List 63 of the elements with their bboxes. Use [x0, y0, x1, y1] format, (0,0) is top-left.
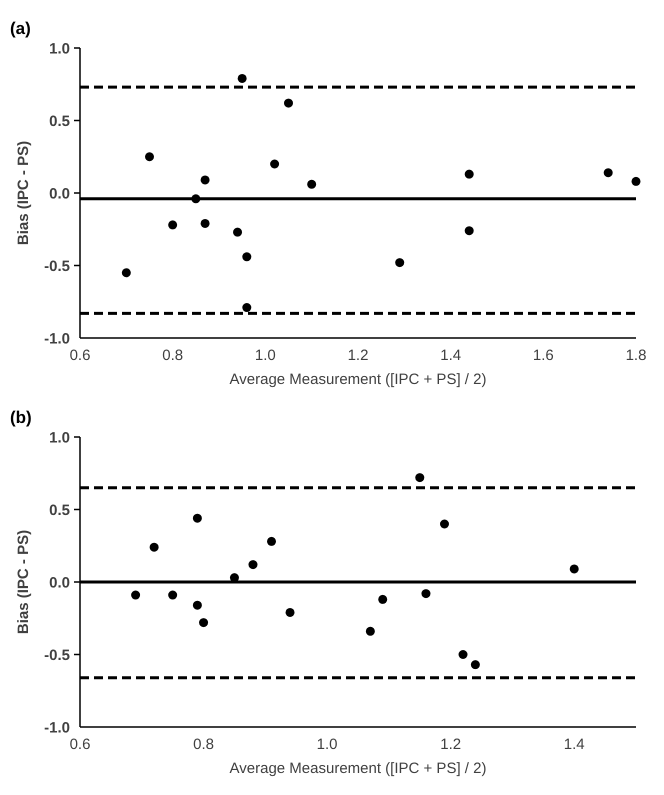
- y-axis-title: Bias (IPC - PS): [15, 530, 32, 634]
- y-tick-label: -1.0: [44, 719, 70, 736]
- point: [286, 608, 295, 617]
- point: [570, 564, 579, 574]
- point: [458, 650, 468, 659]
- x-tick-label: 0.6: [70, 736, 90, 753]
- y-tick-label: 0.5: [49, 502, 70, 519]
- point: [145, 152, 154, 162]
- x-tick-label: 1.2: [440, 736, 462, 753]
- point: [192, 600, 202, 610]
- x-axis-title: Average Measurement ([IPC + PS] / 2): [230, 760, 486, 777]
- point: [192, 514, 202, 523]
- point: [378, 594, 388, 604]
- x-tick-label: 1.0: [316, 736, 338, 753]
- x-tick-label: 0.6: [70, 347, 90, 364]
- point: [464, 170, 474, 179]
- chart-title: (a): [10, 19, 31, 38]
- point: [191, 194, 200, 204]
- point: [464, 226, 474, 236]
- point: [267, 536, 276, 546]
- point: [415, 473, 424, 482]
- point: [199, 618, 208, 628]
- x-tick-label: 1.6: [532, 347, 554, 364]
- y-tick-label: 1.0: [49, 429, 70, 446]
- y-tick-label: -1.0: [44, 330, 70, 348]
- x-axis-title: Average Measurement ([IPC + PS] / 2): [230, 371, 486, 388]
- point: [470, 660, 480, 670]
- point: [122, 268, 131, 278]
- point: [242, 252, 252, 262]
- point: [233, 228, 242, 237]
- point: [284, 98, 293, 108]
- point: [421, 589, 430, 598]
- point: [238, 74, 247, 83]
- y-tick-label: -0.5: [44, 258, 70, 275]
- point: [632, 176, 640, 186]
- y-tick-label: 0.5: [49, 112, 70, 130]
- point: [604, 168, 613, 178]
- point: [242, 303, 252, 312]
- point: [168, 590, 178, 600]
- point: [307, 180, 316, 189]
- point: [440, 520, 449, 528]
- point: [200, 175, 210, 184]
- y-tick-label: 1.0: [49, 40, 70, 58]
- x-tick-label: 1.2: [348, 347, 368, 364]
- point: [395, 258, 404, 268]
- x-tick-label: 1.0: [254, 347, 276, 364]
- x-tick-label: 1.4: [440, 347, 462, 364]
- point: [270, 160, 280, 168]
- chart-title: (b): [10, 408, 32, 427]
- x-tick-label: 1.4: [564, 736, 585, 753]
- point: [168, 220, 178, 230]
- y-tick-label: 0.0: [49, 185, 70, 202]
- point: [366, 626, 375, 636]
- x-tick-label: 0.8: [162, 347, 184, 364]
- x-tick-label: 0.8: [193, 736, 214, 753]
- y-axis-title: Bias (IPC - PS): [15, 140, 32, 246]
- point: [248, 560, 258, 570]
- point: [131, 590, 140, 600]
- y-tick-label: -0.5: [44, 646, 70, 664]
- y-tick-label: 0.0: [49, 574, 70, 592]
- point: [200, 218, 210, 228]
- point: [150, 542, 159, 552]
- x-tick-label: 1.8: [626, 347, 646, 364]
